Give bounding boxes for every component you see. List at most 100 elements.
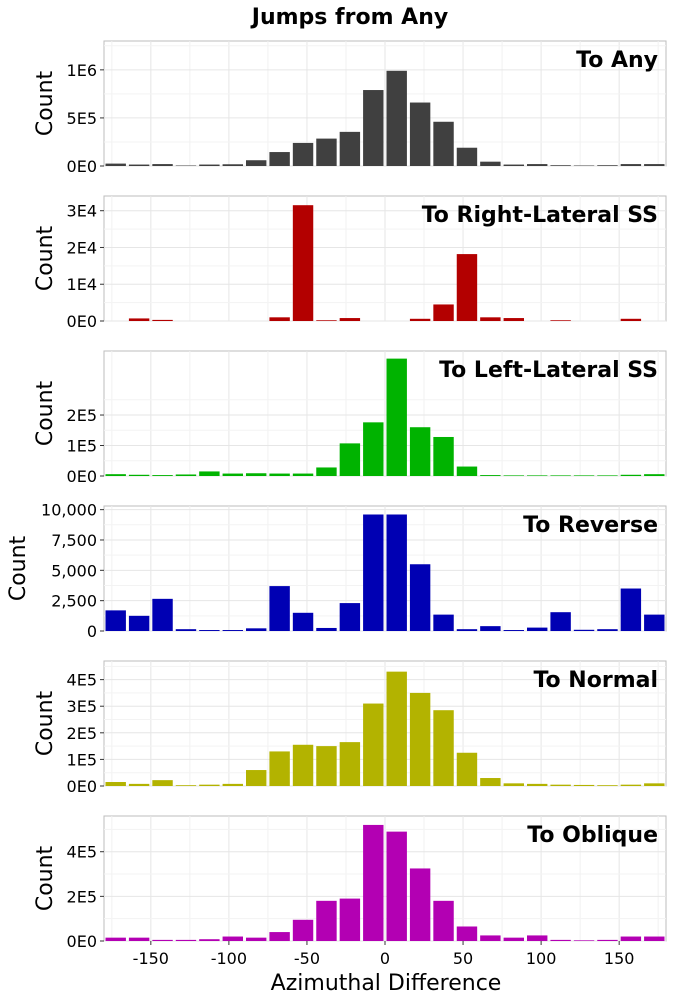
bar (456, 629, 478, 631)
bar (573, 629, 595, 631)
bar (620, 784, 642, 786)
bar (363, 703, 384, 786)
bar (456, 926, 478, 941)
y-tick-label: 2E5 (67, 887, 97, 906)
bar (292, 744, 314, 786)
panel: 0E0 1E5 2E5 3E5 4E5 Count To Normal (33, 660, 667, 796)
bar (597, 785, 618, 786)
y-tick-label: 0E0 (67, 312, 97, 331)
bar (269, 152, 290, 166)
bar (456, 254, 478, 321)
bar (550, 939, 571, 941)
y-axis-label: Count (33, 845, 58, 911)
bar (433, 710, 454, 786)
bar (175, 629, 197, 631)
bar (480, 778, 501, 786)
bar (386, 671, 407, 786)
bar (339, 131, 361, 166)
bar (222, 164, 243, 166)
y-tick-label: 0E0 (67, 777, 97, 796)
bar (363, 90, 384, 166)
y-tick-label: 0E0 (67, 467, 97, 486)
bar (246, 473, 267, 476)
bar (480, 317, 501, 321)
bar (503, 783, 524, 786)
bar (573, 940, 595, 941)
bar (316, 467, 337, 476)
bar (316, 900, 337, 941)
panel-title: To Reverse (523, 513, 658, 538)
bar (152, 780, 173, 786)
y-tick-label: 4E5 (67, 671, 97, 690)
bar (503, 164, 524, 166)
bar (527, 783, 548, 786)
bar (409, 868, 431, 941)
x-tick-label: -150 (133, 949, 169, 968)
bar (152, 475, 173, 476)
y-tick-label: 7,500 (51, 531, 97, 550)
bar (246, 770, 267, 786)
x-axis: -150 -100 -50 0 50 100 150 (133, 941, 634, 968)
bar (503, 318, 524, 321)
bar (456, 466, 478, 476)
bar (199, 471, 220, 476)
panel-title: To Left-Lateral SS (439, 358, 658, 383)
y-tick-label: 1E6 (67, 61, 97, 80)
bar (152, 598, 173, 631)
bar (620, 164, 642, 166)
bar (339, 443, 361, 476)
bar (597, 939, 618, 941)
bar (152, 939, 173, 941)
bar (620, 936, 642, 941)
bar (339, 898, 361, 941)
bar (199, 939, 220, 941)
bar (105, 937, 126, 941)
bar (644, 614, 665, 631)
figure-title: Jumps from Any (250, 5, 448, 30)
bar (573, 784, 595, 786)
bar (363, 422, 384, 476)
bar (456, 752, 478, 786)
bar (386, 70, 407, 166)
bar (644, 783, 665, 786)
bar (222, 630, 243, 631)
bar (339, 742, 361, 786)
bar (480, 475, 501, 476)
y-tick-label: 2E4 (67, 238, 97, 257)
bar (316, 320, 337, 321)
bar (644, 164, 665, 166)
y-tick-label: 0 (87, 622, 97, 641)
bar (269, 473, 290, 476)
bar (128, 615, 150, 631)
y-tick-label: 3E4 (67, 202, 97, 221)
bar (433, 900, 454, 941)
bar (433, 436, 454, 476)
y-axis-label: Count (33, 690, 58, 756)
bar (316, 746, 337, 786)
bar (456, 147, 478, 166)
bar (292, 205, 314, 321)
bar (433, 304, 454, 321)
bar (620, 588, 642, 631)
bar (292, 473, 314, 476)
y-tick-label: 1E4 (67, 275, 97, 294)
bar (550, 784, 571, 786)
bar (152, 319, 173, 321)
bar (386, 514, 407, 631)
bar (597, 475, 618, 476)
bar (573, 475, 595, 476)
bar (222, 473, 243, 476)
y-tick-label: 0E0 (67, 932, 97, 951)
bar (269, 751, 290, 786)
bar (480, 935, 501, 941)
panel-title: To Normal (533, 668, 658, 693)
y-tick-label: 3E5 (67, 697, 97, 716)
y-axis-label: Count (33, 225, 58, 291)
bar (105, 474, 126, 476)
bar (503, 937, 524, 941)
y-axis-label: Count (33, 380, 58, 446)
y-tick-label: 4E5 (67, 843, 97, 862)
bar (433, 614, 454, 631)
bar (527, 627, 548, 631)
